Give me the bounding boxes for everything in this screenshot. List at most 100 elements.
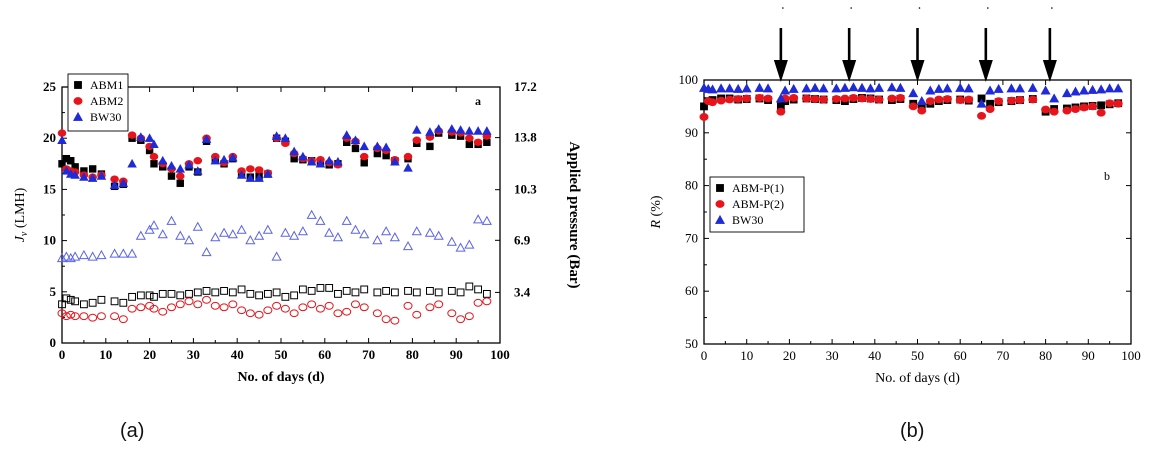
data-point (741, 83, 752, 93)
data-point (831, 95, 841, 103)
data-point (57, 135, 67, 144)
data-point (271, 251, 282, 261)
data-point (166, 160, 177, 170)
data-point (403, 301, 413, 310)
data-point (934, 95, 944, 104)
data-point (210, 232, 221, 242)
data-point (955, 96, 965, 104)
x-tick-label: 20 (143, 347, 156, 362)
data-point (210, 301, 220, 310)
data-point (994, 97, 1004, 106)
data-point (426, 287, 434, 295)
data-point (262, 224, 273, 234)
data-point (254, 173, 264, 182)
data-point (840, 94, 850, 103)
data-point (857, 94, 867, 103)
data-point (473, 214, 484, 224)
data-point (220, 287, 228, 295)
data-point (61, 166, 72, 175)
data-point (964, 95, 974, 104)
data-point (97, 295, 106, 304)
data-point (446, 236, 457, 246)
data-point (297, 226, 308, 236)
data-point (482, 297, 492, 306)
y2-tick-label: 10.3 (514, 182, 537, 197)
x-axis-label: No. of days (d) (237, 370, 324, 385)
data-point (908, 102, 918, 111)
x-tick-label: 50 (275, 347, 288, 362)
data-point (88, 165, 97, 173)
y2-tick-label: 6.9 (514, 232, 531, 247)
data-point (381, 226, 392, 236)
data-point (127, 304, 137, 313)
data-point (474, 285, 483, 294)
panel-a-caption: (a) (120, 420, 145, 442)
data-point (227, 229, 238, 239)
data-point (1040, 85, 1051, 95)
data-point (925, 85, 936, 95)
data-point (412, 310, 422, 319)
data-series-2 (699, 94, 1123, 121)
data-point (886, 82, 897, 92)
data-point (1070, 105, 1080, 113)
data-point (136, 291, 145, 300)
data-point (325, 284, 334, 292)
data-point (895, 94, 905, 102)
data-point (158, 289, 167, 298)
chart-legend: ABM-P(1) ABM-P(2) BW30 (709, 176, 805, 233)
legend-swatch (715, 200, 725, 208)
data-point (455, 125, 466, 134)
data-point (167, 289, 176, 298)
y-axis-label-subscript: v (19, 231, 30, 236)
data-point (372, 235, 383, 245)
data-point (725, 95, 735, 104)
data-point (1079, 85, 1090, 95)
data-point (425, 127, 435, 136)
data-point (67, 157, 75, 165)
data-point (66, 295, 75, 304)
y-tick-label: 15 (43, 181, 57, 196)
x-tick-label: 90 (450, 347, 463, 362)
data-point (175, 172, 185, 180)
data-point (118, 315, 128, 324)
x-tick-label: 20 (783, 348, 796, 363)
x-tick-label: 10 (740, 348, 753, 363)
data-point (707, 84, 718, 94)
data-point (465, 282, 474, 291)
y-axis-label-unit: (LMH) (13, 187, 28, 231)
data-point (148, 220, 160, 230)
data-series-3 (698, 82, 1124, 108)
data-point (776, 107, 786, 116)
data-point (350, 300, 360, 309)
data-point (1061, 88, 1072, 98)
x-tick-label: 80 (406, 347, 419, 362)
data-point (316, 284, 325, 292)
data-point (263, 169, 273, 178)
data-point (315, 304, 325, 313)
data-point (219, 154, 229, 164)
y-tick-label: 90 (685, 125, 698, 140)
data-point (62, 294, 71, 303)
data-point (425, 303, 435, 312)
data-point (118, 248, 129, 258)
y-axis-label-symbol: J (13, 235, 28, 242)
data-point (390, 316, 400, 325)
data-point (699, 113, 709, 121)
data-point (109, 180, 120, 190)
y-axis-label: Jv (LMH) (13, 187, 30, 242)
data-point (481, 215, 492, 225)
data-point (848, 94, 858, 102)
data-point (245, 309, 255, 318)
y-axis-label: R (%) (649, 195, 664, 229)
data-point (228, 300, 238, 309)
data-point (874, 95, 884, 104)
data-point (202, 295, 212, 304)
data-point (810, 95, 820, 103)
data-point (447, 124, 457, 133)
x-tick-label: 30 (187, 347, 200, 362)
data-point (176, 179, 184, 187)
data-point (1088, 102, 1098, 111)
data-point (464, 312, 474, 321)
data-point (350, 224, 361, 234)
event-arrow-dot (918, 7, 921, 9)
